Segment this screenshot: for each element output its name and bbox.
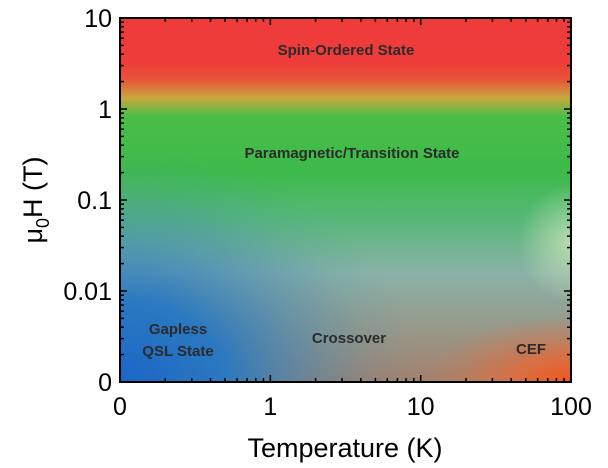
x-tick-label: 1 [263,393,277,421]
region-label-crossover: Crossover [312,330,386,347]
spin-ordered-band [120,18,571,78]
y-tick-label: 10 [84,5,112,33]
tick-labels: 0 1 10 100 0 0.01 0.1 1 10 [63,5,592,421]
x-tick-label: 10 [407,393,435,421]
region-label-gapless: Gapless [149,321,207,338]
y-axis-title-mu: μ [18,228,48,244]
region-label-paramagnetic: Paramagnetic/Transition State [244,145,459,162]
transition-light-shading [420,150,571,320]
y-tick-label: 1 [98,96,112,124]
axis-ticks [119,17,572,383]
region-label-qsl-state: QSL State [142,343,213,360]
region-label-cef: CEF [516,341,546,358]
x-axis-title: Temperature (K) [247,433,442,463]
y-axis-title-subscript: 0 [33,218,53,228]
x-tick-label: 0 [113,393,127,421]
y-tick-label: 0.1 [77,187,112,215]
y-axis-title-rest: H (T) [18,156,48,217]
y-tick-label: 0.01 [63,278,112,306]
y-axis-title: μ0H (T) [18,156,53,243]
region-labels: Spin-Ordered State Paramagnetic/Transiti… [142,42,546,360]
region-label-spin-ordered: Spin-Ordered State [278,42,415,59]
y-tick-label: 0 [98,369,112,397]
plot-area [119,17,572,383]
x-tick-label: 100 [550,393,592,421]
